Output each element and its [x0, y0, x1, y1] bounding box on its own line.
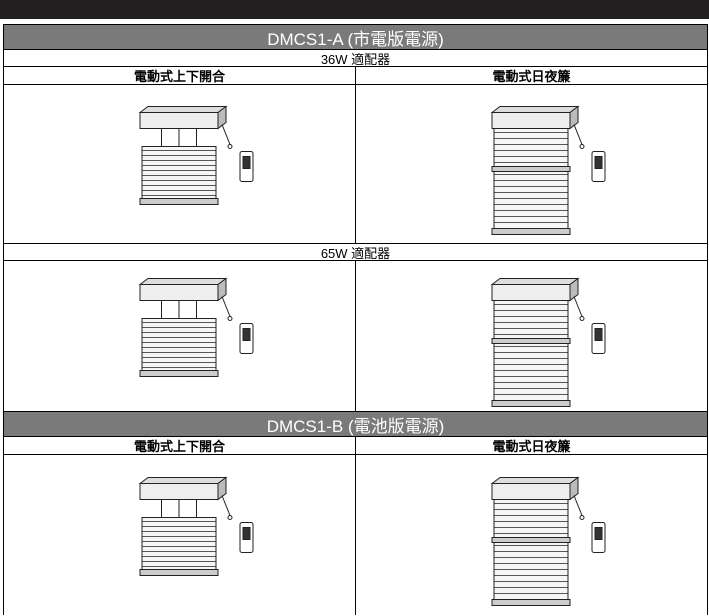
- column-headers: 電動式上下開合 電動式日夜簾: [4, 66, 707, 84]
- blind-illustration: [138, 105, 253, 205]
- image-cell: [4, 85, 355, 243]
- image-cell: [355, 455, 707, 615]
- section-header: DMCS1-B (電池版電源): [4, 411, 707, 436]
- top-bar: [0, 0, 709, 19]
- image-cell: [355, 85, 707, 243]
- image-row: [4, 454, 707, 615]
- image-cell: [355, 261, 707, 411]
- sub-header: 65W 適配器: [4, 243, 707, 261]
- column-header: 電動式上下開合: [133, 69, 225, 84]
- image-cell: [4, 455, 355, 615]
- image-row: [4, 84, 707, 243]
- column-header: 電動式上下開合: [133, 439, 225, 454]
- spec-table: DMCS1-A (市電版電源) 36W 適配器 電動式上下開合 電動式日夜簾 65W 適…: [3, 24, 708, 615]
- section-header: DMCS1-A (市電版電源): [4, 24, 707, 49]
- sub-header: 36W 適配器: [4, 49, 707, 67]
- blind-illustration: [490, 476, 605, 606]
- blind-illustration: [490, 105, 605, 235]
- blind-illustration: [138, 277, 253, 377]
- blind-illustration: [138, 476, 253, 576]
- image-row: [4, 260, 707, 411]
- column-header: 電動式日夜簾: [355, 437, 707, 454]
- column-header: 電動式日夜簾: [355, 67, 707, 84]
- blind-illustration: [490, 277, 605, 407]
- column-headers: 電動式上下開合 電動式日夜簾: [4, 436, 707, 454]
- image-cell: [4, 261, 355, 411]
